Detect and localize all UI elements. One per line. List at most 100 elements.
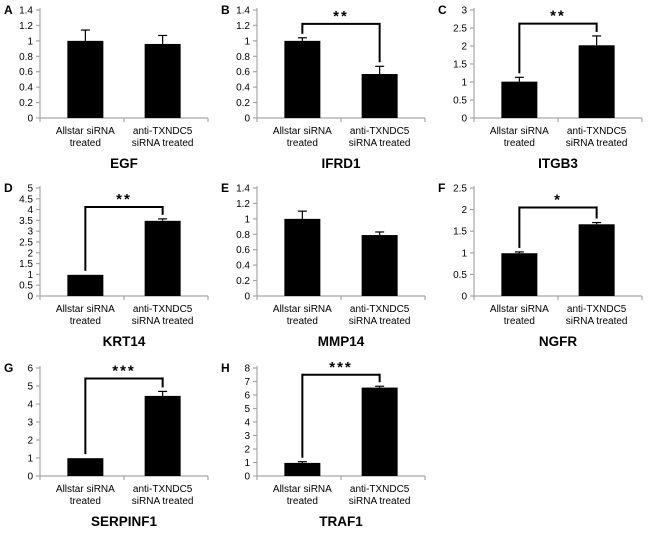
y-tick-label: 1.5	[453, 227, 467, 238]
y-tick-label: 0.8	[236, 52, 250, 63]
y-tick-label: 2	[244, 445, 250, 456]
y-tick-label: 1	[244, 36, 250, 47]
panel-d-chart: D 00.511.522.533.544.55 ** Allstar siRNAtre…	[4, 181, 209, 349]
y-tick-label: 6	[27, 364, 33, 375]
bar-anti-txndc5	[144, 395, 181, 476]
category-label-line2: siRNA treated	[132, 496, 194, 507]
y-tick-label: 0	[461, 114, 467, 125]
y-tick-label: 0.4	[236, 83, 250, 94]
bar-anti-txndc5	[144, 220, 181, 296]
y-tick-label: 1	[461, 248, 467, 259]
panel-b-chart: B 0 0.2 0.4 0.6 0.8 1 1.2 1.4 ** Allstar siRNAtrea…	[221, 3, 426, 171]
y-tick-label: 0	[461, 292, 467, 303]
panel-f-cell: F 0 0.5 1 1.5 2 2.5 * Allstar siRNA treated anti-T…	[434, 178, 650, 358]
y-tick-label: 0	[244, 472, 250, 483]
y-tick-label: 0.6	[19, 67, 33, 78]
bar-allstar	[501, 253, 538, 296]
bar-anti-txndc5	[361, 387, 398, 476]
significance-label: **	[550, 8, 566, 25]
y-tick-label: 6	[244, 391, 250, 402]
y-tick-label: 4	[27, 400, 33, 411]
y-tick-label: 7	[244, 377, 250, 388]
y-tick-label: 4	[27, 205, 33, 216]
category-label-line1: Allstar siRNA	[273, 126, 332, 137]
category-label-line2: siRNA treated	[132, 138, 194, 149]
bar-anti-txndc5	[578, 45, 615, 118]
panel-b-cell: B 0 0.2 0.4 0.6 0.8 1 1.2 1.4 ** Allstar siRNA trea…	[217, 0, 434, 178]
y-tick-label: 0.5	[453, 96, 467, 107]
y-tick-label: 0.2	[19, 98, 33, 109]
y-tick-label: 0.2	[236, 276, 250, 287]
category-label-line1: Allstar siRNA	[56, 484, 115, 495]
category-label-line1: Allstar siRNA	[490, 304, 549, 315]
category-label-line2: treated	[504, 316, 535, 327]
category-label-line1: anti-TXNDC5	[133, 304, 193, 315]
y-tick-label: 0	[27, 472, 33, 483]
panel-letter: F	[438, 181, 445, 195]
category-label-line1: anti-TXNDC5	[350, 304, 410, 315]
y-tick-label: 3.5	[19, 216, 33, 227]
category-label-line2: treated	[504, 138, 535, 149]
bar-allstar	[284, 462, 321, 476]
y-tick-label: 3	[27, 418, 33, 429]
bar-anti-txndc5	[578, 224, 615, 296]
panel-e-chart: E 0 0.2 0.4 0.6 0.8 1 1.2 1.4 Allstar siRNAtreate…	[221, 181, 426, 349]
y-tick-label: 2	[461, 205, 467, 216]
category-label-line2: siRNA treated	[349, 316, 411, 327]
y-tick-label: 2	[27, 248, 33, 259]
category-label-line1: anti-TXNDC5	[133, 126, 193, 137]
y-tick-label: 4	[244, 418, 250, 429]
panel-a-cell: A 0 0.2 0.4 0.6 0.8 1 1.2 1.4 Allstar siRNA treate…	[0, 0, 217, 178]
category-label-line2: siRNA treated	[132, 316, 194, 327]
y-tick-label: 1	[27, 36, 33, 47]
category-label-line1: Allstar siRNA	[56, 304, 115, 315]
panel-a-chart: A 0 0.2 0.4 0.6 0.8 1 1.2 1.4 Allstar siRNAtreate…	[4, 3, 209, 171]
category-label-line1: anti-TXNDC5	[567, 126, 627, 137]
category-label-line2: treated	[70, 496, 101, 507]
y-tick-label: 1.4	[236, 6, 250, 17]
y-tick-label: 0.6	[236, 245, 250, 256]
y-tick-label: 1	[244, 458, 250, 469]
y-tick-label: 1.5	[453, 60, 467, 71]
bar-allstar	[284, 40, 321, 118]
gene-title: NGFR	[539, 334, 577, 349]
gene-title: SERPINF1	[91, 514, 158, 529]
bar-allstar	[67, 458, 104, 476]
category-label-line2: treated	[287, 316, 318, 327]
category-label-line1: Allstar siRNA	[490, 126, 549, 137]
significance-label: **	[116, 191, 132, 208]
panel-h-cell: H 0 1 2 3 4 5 6 7 8 *** Allstar siRNA treated anti-TX…	[217, 358, 434, 536]
category-label-line2: siRNA treated	[349, 496, 411, 507]
gene-title: KRT14	[103, 334, 146, 349]
y-tick-label: 4.5	[19, 194, 33, 205]
panel-letter: H	[221, 361, 230, 375]
y-tick-label: 1.4	[236, 184, 250, 195]
y-tick-label: 2.5	[19, 238, 33, 249]
bar-allstar	[67, 40, 104, 118]
category-label-line1: anti-TXNDC5	[133, 484, 193, 495]
y-tick-label: 0.8	[236, 230, 250, 241]
category-label-line1: anti-TXNDC5	[567, 304, 627, 315]
panel-letter: A	[4, 3, 13, 17]
y-tick-label: 2	[461, 42, 467, 53]
significance-label: **	[333, 8, 349, 25]
y-tick-label: 0	[244, 114, 250, 125]
y-tick-label: 5	[27, 184, 33, 195]
panel-letter: D	[4, 181, 13, 195]
y-tick-label: 2.5	[453, 184, 467, 195]
category-label-line2: treated	[70, 316, 101, 327]
y-tick-label: 0.4	[19, 83, 33, 94]
panel-letter: G	[4, 361, 13, 375]
bar-allstar	[67, 274, 104, 296]
y-tick-label: 1	[27, 454, 33, 465]
y-tick-label: 1	[27, 270, 33, 281]
category-label-line1: anti-TXNDC5	[350, 484, 410, 495]
category-label-line2: treated	[70, 138, 101, 149]
bar-anti-txndc5	[361, 74, 398, 118]
bar-anti-txndc5	[144, 43, 181, 118]
category-label-line2: siRNA treated	[349, 138, 411, 149]
y-tick-label: 2.5	[453, 24, 467, 35]
category-label-line2: treated	[287, 496, 318, 507]
